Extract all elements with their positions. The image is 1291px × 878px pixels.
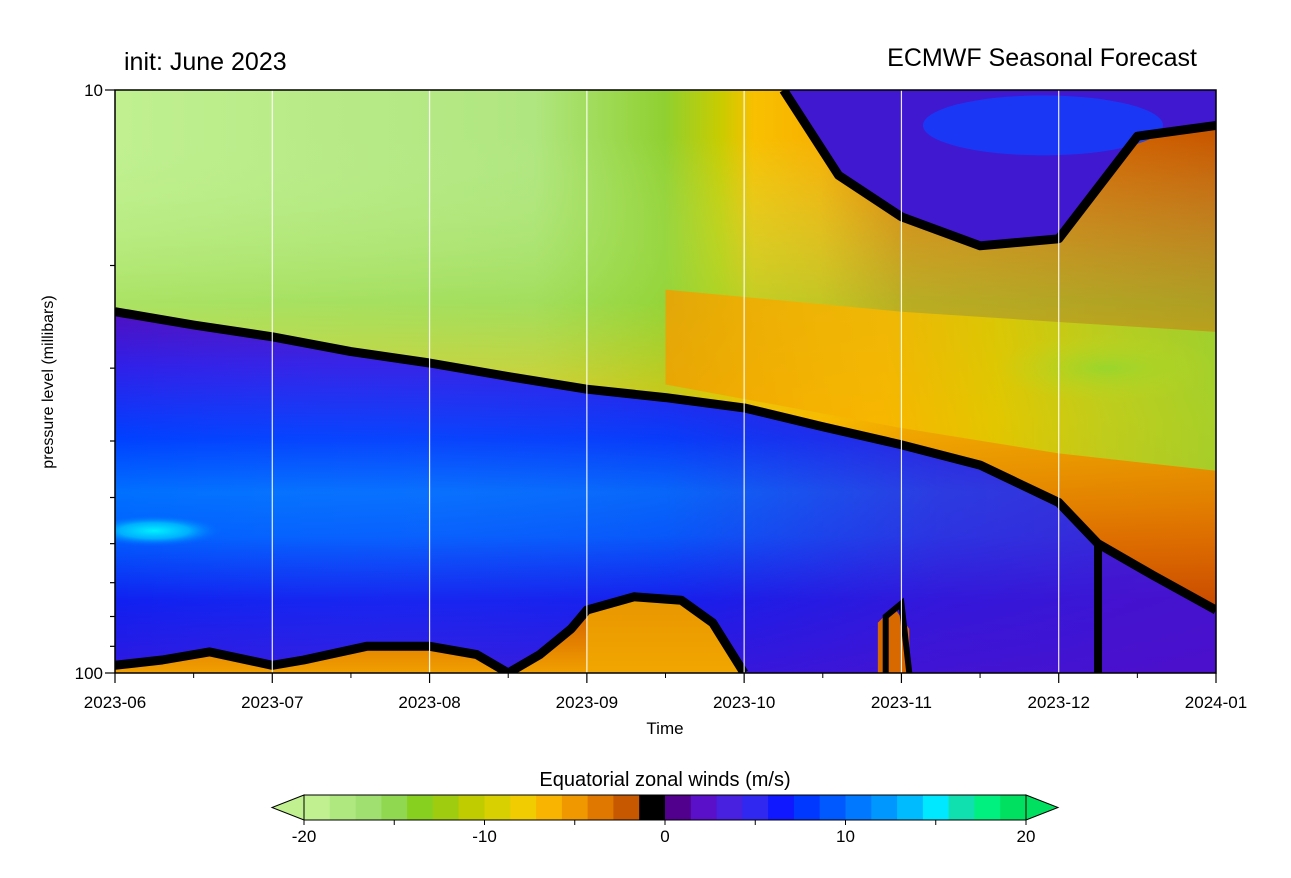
colorbar-swatch xyxy=(768,795,795,820)
colorbar-swatch xyxy=(407,795,434,820)
colorbar-swatch xyxy=(587,795,614,820)
zero-contour-lower xyxy=(115,592,748,673)
colorbar-tick-label: -20 xyxy=(292,827,317,846)
lower-easterly-core xyxy=(586,596,745,673)
colorbar-swatch xyxy=(922,795,950,820)
colorbar-swatch xyxy=(974,795,1001,820)
x-tick-label: 2023-08 xyxy=(398,693,460,712)
x-tick-label: 2023-12 xyxy=(1028,693,1090,712)
colorbar-label: Equatorial zonal winds (m/s) xyxy=(539,769,790,791)
colorbar-swatch xyxy=(432,795,460,820)
plot-area xyxy=(115,90,1216,673)
colorbar-swatch xyxy=(613,795,640,820)
westerly-jet-core xyxy=(115,514,225,547)
colorbar-tick-label: 10 xyxy=(836,827,855,846)
colorbar-swatch xyxy=(484,795,511,820)
x-axis-label: Time xyxy=(646,719,683,738)
y-axis: 10 100 xyxy=(75,81,115,683)
colorbar-swatch xyxy=(665,795,692,820)
y-tick-label: 10 xyxy=(84,81,103,100)
colorbar-swatch xyxy=(948,795,975,820)
colorbar-swatch xyxy=(561,795,589,820)
colorbar-swatch xyxy=(536,795,563,820)
colorbar-swatch xyxy=(871,795,898,820)
zero-contour-november xyxy=(882,597,913,673)
y-axis-label: pressure level (millibars) xyxy=(40,295,57,468)
colorbar-max-arrow xyxy=(1025,794,1060,821)
colorbar-swatch xyxy=(845,795,872,820)
x-tick-label: 2023-07 xyxy=(241,693,303,712)
colorbar-swatch xyxy=(381,795,408,820)
upper-westerly-core xyxy=(922,95,1163,156)
chart-title-right: ECMWF Seasonal Forecast xyxy=(887,44,1197,72)
colorbar-tick-label: 0 xyxy=(660,827,669,846)
colorbar-swatch xyxy=(716,795,743,820)
colorbar-min-arrow xyxy=(270,794,305,821)
chart-title-left: init: June 2023 xyxy=(124,48,287,76)
colorbar-swatch xyxy=(793,795,821,820)
colorbar-swatch xyxy=(742,795,769,820)
x-tick-label: 2023-09 xyxy=(556,693,618,712)
x-tick-label: 2023-11 xyxy=(871,693,932,712)
colorbar-swatch xyxy=(1000,795,1027,820)
colorbar-swatch xyxy=(304,795,331,820)
zero-contour-top xyxy=(779,90,1216,251)
x-axis: 2023-06 2023-07 2023-08 2023-09 2023-10 2023-… xyxy=(84,673,1247,712)
x-tick-label: 2023-10 xyxy=(713,693,775,712)
westerly-decay-region xyxy=(115,311,1216,673)
y-tick-label: 100 xyxy=(75,664,103,683)
colorbar-swatch xyxy=(329,795,357,820)
colorbar-swatch xyxy=(897,795,924,820)
colorbar-swatch xyxy=(639,795,666,820)
colorbar-swatch xyxy=(510,795,537,820)
colorbar: -20 -10 0 10 20 xyxy=(270,794,1060,846)
x-tick-label: 2024-01 xyxy=(1185,693,1247,712)
zero-contour-upper xyxy=(115,307,1216,615)
colorbar-swatch xyxy=(355,795,382,820)
x-tick-label: 2023-06 xyxy=(84,693,146,712)
descending-westerly-tail xyxy=(1098,543,1216,673)
easterly-max-region xyxy=(995,333,1216,404)
colorbar-swatch xyxy=(458,795,486,820)
colorbar-tick-label: -10 xyxy=(472,827,497,846)
colorbar-swatch xyxy=(819,795,847,820)
colorbar-swatch xyxy=(690,795,718,820)
colorbar-tick-label: 20 xyxy=(1017,827,1036,846)
